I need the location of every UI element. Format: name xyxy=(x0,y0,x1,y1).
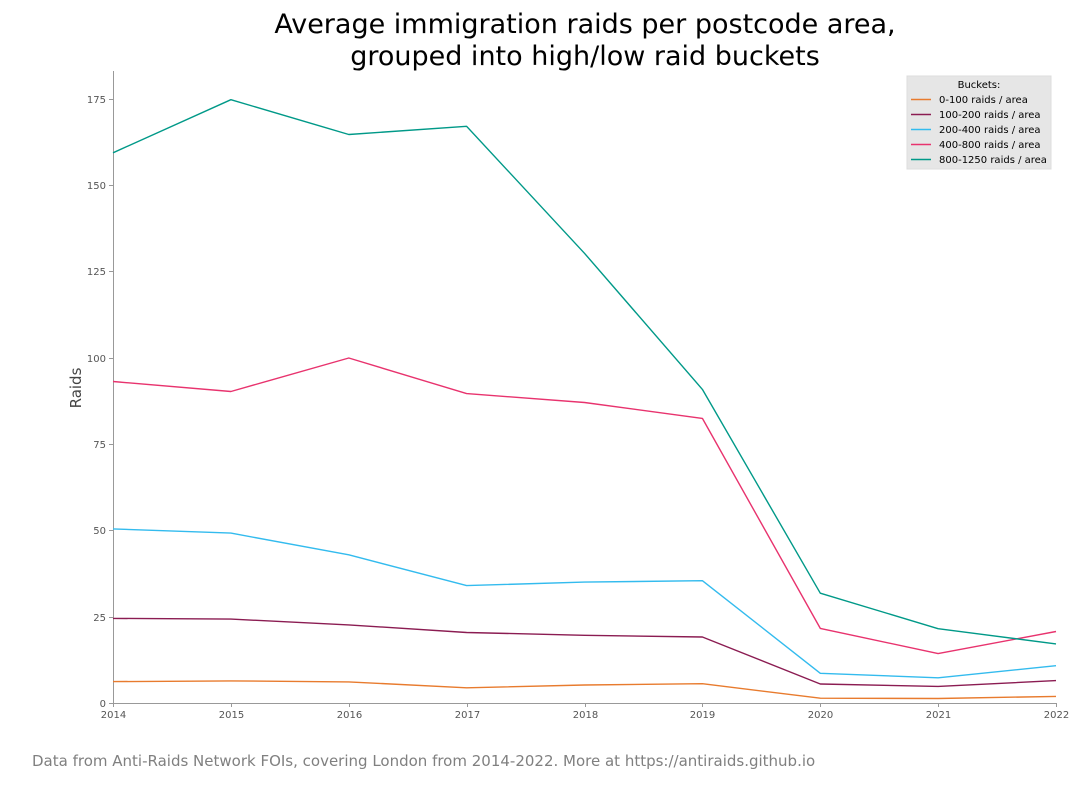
line-chart: Average immigration raids per postcode a… xyxy=(67,9,1069,721)
legend: Buckets: 0-100 raids / area 100-200 raids… xyxy=(906,75,1052,170)
y-tick-label: 175 xyxy=(87,95,106,106)
x-tick-label: 2018 xyxy=(573,710,598,721)
y-tick-label: 100 xyxy=(87,354,106,365)
y-tick-label: 0 xyxy=(100,699,106,710)
y-tick-label: 50 xyxy=(93,526,106,537)
x-tick-label: 2022 xyxy=(1044,710,1069,721)
series-line-5 xyxy=(112,98,1057,645)
legend-box xyxy=(906,75,1052,170)
y-tick-label: 75 xyxy=(93,440,106,451)
x-tick-label: 2016 xyxy=(337,710,362,721)
legend-title: Buckets: xyxy=(958,80,1001,91)
x-tick-label: 2019 xyxy=(690,710,715,721)
legend-label: 400-800 raids / area xyxy=(939,140,1041,151)
series-line-4 xyxy=(112,357,1057,655)
series-line-1 xyxy=(112,680,1057,700)
series-line-2 xyxy=(112,617,1057,688)
legend-label: 100-200 raids / area xyxy=(939,110,1041,121)
legend-label: 0-100 raids / area xyxy=(939,95,1028,106)
series-line-3 xyxy=(112,528,1057,679)
legend-label: 200-400 raids / area xyxy=(939,125,1041,136)
y-axis-ticks: 0 25 50 75 100 125 150 175 xyxy=(87,95,113,710)
x-tick-label: 2015 xyxy=(219,710,244,721)
source-note: Data from Anti-Raids Network FOIs, cover… xyxy=(32,752,816,770)
y-axis-label: Raids xyxy=(67,367,85,408)
y-tick-label: 25 xyxy=(93,613,106,624)
chart-title-line-1: Average immigration raids per postcode a… xyxy=(274,9,895,40)
y-tick-label: 150 xyxy=(87,181,106,192)
y-tick-label: 125 xyxy=(87,267,106,278)
chart-title-line-2: grouped into high/low raid buckets xyxy=(350,41,820,72)
x-tick-label: 2020 xyxy=(808,710,833,721)
x-tick-label: 2014 xyxy=(101,710,126,721)
legend-label: 800-1250 raids / area xyxy=(939,155,1047,166)
x-tick-label: 2021 xyxy=(926,710,951,721)
x-tick-label: 2017 xyxy=(455,710,480,721)
series-lines xyxy=(112,98,1057,700)
legend-items: 0-100 raids / area 100-200 raids / area 20… xyxy=(911,95,1047,166)
x-axis-ticks: 2014 2015 2016 2017 2018 2019 2020 2021 2022 xyxy=(101,703,1069,721)
